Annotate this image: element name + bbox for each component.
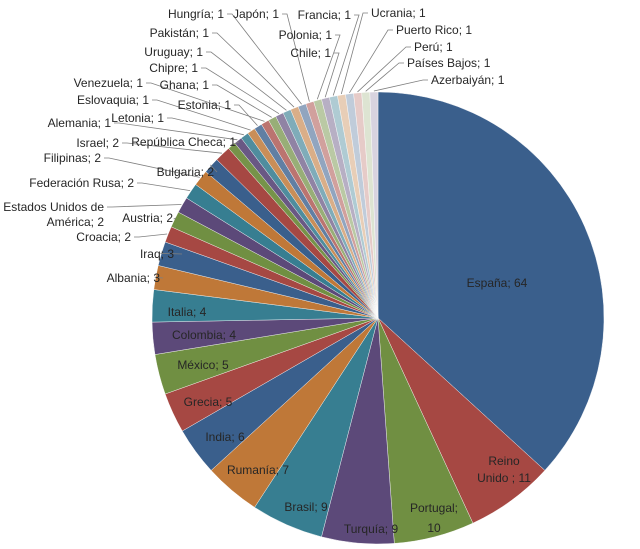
label-puerto-rico: Puerto Rico; 1 xyxy=(396,23,472,37)
label-estonia: Estonia; 1 xyxy=(178,98,232,112)
label-portugal: Portugal; 10 xyxy=(410,501,458,535)
leader-peru xyxy=(357,46,411,93)
label-eslovaquia: Eslovaquia; 1 xyxy=(77,93,149,107)
leader-japon xyxy=(282,13,310,102)
leader-venezuela xyxy=(146,82,265,122)
label-austria: Austria; 2 xyxy=(122,211,173,225)
leader-albania xyxy=(154,276,164,279)
label-peru: Perú; 1 xyxy=(414,40,453,54)
label-pakistan: Pakistán; 1 xyxy=(150,26,210,40)
label-paises-bajos: Países Bajos; 1 xyxy=(407,56,491,70)
pie-slice-espana xyxy=(377,91,605,471)
label-mexico: México; 5 xyxy=(177,358,229,372)
label-reino-unido: Reino Unido ; 11 xyxy=(477,454,531,485)
label-iraq: Iraq; 3 xyxy=(140,247,174,261)
leader-puerto-rico xyxy=(349,29,393,94)
label-polonia: Polonia; 1 xyxy=(279,28,333,42)
leader-israel xyxy=(122,142,222,154)
leader-iraq xyxy=(160,252,183,255)
leader-paises-bajos xyxy=(365,62,404,92)
leader-ghana xyxy=(212,84,272,118)
label-letonia: Letonia; 1 xyxy=(111,111,164,125)
leader-austria xyxy=(173,217,177,220)
label-filipinas: Filipinas; 2 xyxy=(44,151,102,165)
pie-slices xyxy=(151,91,605,545)
leader-estados-unidos-de-america xyxy=(107,204,182,208)
label-espana: España; 64 xyxy=(467,276,528,290)
label-chile: Chile; 1 xyxy=(290,46,331,60)
label-croacia: Croacia; 2 xyxy=(76,230,131,244)
label-brasil: Brasil; 9 xyxy=(284,500,328,514)
label-uruguay: Uruguay; 1 xyxy=(144,45,203,59)
label-estados-unidos-de-america: Estados Unidos de América; 2 xyxy=(3,200,104,229)
leader-hungria xyxy=(227,13,302,105)
leader-lines xyxy=(104,12,428,279)
label-venezuela: Venezuela; 1 xyxy=(74,76,144,90)
pie-slice-azerbaiyan xyxy=(369,91,379,319)
label-federacion-rusa: Federación Rusa; 2 xyxy=(29,176,134,190)
label-francia: Francia; 1 xyxy=(298,8,352,22)
label-bulgaria: Bulgaria; 2 xyxy=(157,165,215,179)
leader-pakistan xyxy=(212,32,295,108)
label-rumania: Rumanía; 7 xyxy=(227,463,289,477)
label-hungria: Hungría; 1 xyxy=(168,7,224,21)
leader-filipinas xyxy=(104,157,200,178)
leader-polonia xyxy=(316,34,341,100)
label-india: India; 6 xyxy=(205,430,245,444)
label-chipre: Chipre; 1 xyxy=(149,61,198,75)
leader-eslovaquia xyxy=(152,99,251,131)
slice-labels: España; 64 Reino Unido ; 11 Portugal; 10 Turq… xyxy=(3,6,531,536)
label-azerbaiyan: Azerbaiyán; 1 xyxy=(431,73,505,87)
leader-uruguay xyxy=(206,51,287,111)
label-ucrania: Ucrania; 1 xyxy=(371,6,426,20)
leader-bulgaria xyxy=(210,164,218,173)
label-turquia: Turquía; 9 xyxy=(344,522,399,536)
label-alemania: Alemania; 1 xyxy=(48,116,112,130)
leader-ucrania xyxy=(340,12,368,95)
label-israel: Israel; 2 xyxy=(76,136,119,150)
leader-chipre xyxy=(201,67,280,115)
leader-alemania xyxy=(114,122,238,141)
leader-chile xyxy=(324,52,340,98)
leader-francia xyxy=(332,14,360,96)
label-albania: Albania; 3 xyxy=(107,271,161,285)
label-colombia: Colombia; 4 xyxy=(172,328,236,342)
label-republica-checa: República Checa; 1 xyxy=(131,135,236,149)
leader-federacion-rusa xyxy=(137,182,191,191)
label-italia: Italia; 4 xyxy=(168,305,207,319)
leader-estonia xyxy=(234,104,258,126)
leader-letonia xyxy=(167,117,244,136)
label-japon: Japón; 1 xyxy=(233,7,279,21)
label-ghana: Ghana; 1 xyxy=(160,78,210,92)
leader-republica-checa xyxy=(230,141,240,146)
leader-azerbaiyan xyxy=(373,79,428,92)
leader-croacia xyxy=(134,233,168,238)
label-grecia: Grecia; 5 xyxy=(184,395,233,409)
